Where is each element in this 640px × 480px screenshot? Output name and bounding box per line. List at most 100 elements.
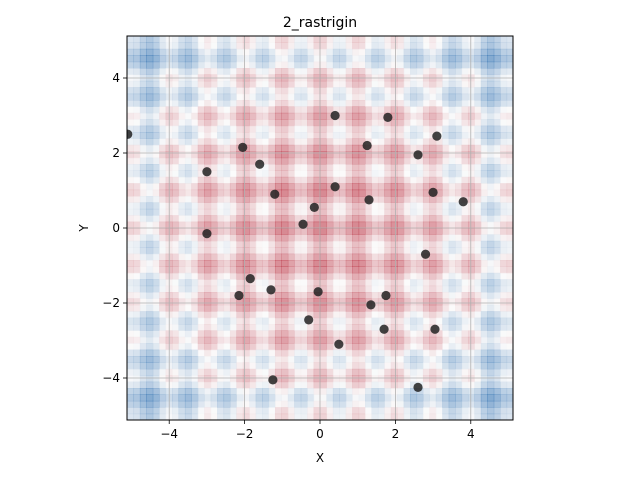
heatmap-cell [474,266,482,274]
heatmap-cell [403,304,411,312]
heatmap-cell [146,304,154,312]
heatmap-cell [358,272,366,280]
heatmap-cell [352,349,360,357]
heatmap-cell [352,234,360,242]
heatmap-cell [467,228,475,235]
heatmap-cell [384,202,392,210]
heatmap-cell [377,285,385,293]
heatmap-cell [127,362,135,370]
heatmap-cell [403,202,411,210]
heatmap-cell [146,125,154,133]
heatmap-cell [320,240,328,248]
heatmap-cell [287,356,295,363]
heatmap-cell [455,132,463,139]
heatmap-cell [229,189,237,197]
heatmap-cell [448,336,456,344]
heatmap-cell [416,394,424,402]
heatmap-cell [197,48,205,56]
heatmap-cell [294,164,302,171]
heatmap-cell [500,324,508,331]
heatmap-cell [493,208,501,216]
heatmap-cell [500,164,508,171]
heatmap-cell [403,324,411,331]
heatmap-cell [268,388,276,395]
heatmap-cell [422,112,430,120]
heatmap-cell [339,202,347,210]
heatmap-cell [435,119,443,127]
heatmap-cell [506,260,513,267]
heatmap-cell [416,125,424,133]
heatmap-cell [217,221,225,229]
heatmap-cell [416,196,424,203]
heatmap-cell [139,36,147,43]
heatmap-cell [184,87,192,95]
heatmap-cell [236,106,244,114]
heatmap-cell [467,292,475,299]
heatmap-cell [159,240,167,248]
heatmap-cell [500,343,508,351]
heatmap-cell [493,138,501,146]
heatmap-cell [480,234,488,242]
heatmap-cell [268,407,276,415]
heatmap-cell [287,272,295,280]
heatmap-cell [320,247,328,255]
heatmap-cell [326,407,334,415]
heatmap-cell [217,368,225,376]
heatmap-cell [500,125,508,133]
heatmap-cell [487,176,495,184]
heatmap-cell [493,112,501,120]
heatmap-cell [210,55,218,63]
heatmap-cell [461,138,469,146]
heatmap-cell [294,42,302,50]
heatmap-cell [371,55,379,63]
heatmap-cell [191,388,199,395]
heatmap-cell [320,304,328,312]
heatmap-cell [403,394,411,402]
heatmap-cell [139,247,147,255]
heatmap-cell [159,330,167,338]
heatmap-cell [146,164,154,171]
heatmap-cell [339,304,347,312]
heatmap-cell [313,330,321,338]
heatmap-cell [146,394,154,402]
heatmap-cell [159,42,167,50]
heatmap-cell [371,36,379,43]
heatmap-cell [255,266,263,274]
heatmap-cell [204,356,212,363]
heatmap-cell [223,55,231,63]
heatmap-cell [133,247,141,255]
heatmap-cell [320,228,328,235]
heatmap-cell [487,247,495,255]
heatmap-cell [307,324,315,331]
heatmap-cell [242,285,250,293]
heatmap-cell [416,356,424,363]
heatmap-cell [500,215,508,223]
heatmap-cell [320,196,328,203]
heatmap-cell [332,368,340,376]
heatmap-cell [474,189,482,197]
heatmap-cell [339,125,347,133]
heatmap-cell [127,343,135,351]
heatmap-cell [390,330,398,338]
heatmap-cell [403,260,411,267]
heatmap-cell [390,55,398,63]
heatmap-cell [139,304,147,312]
heatmap-cell [410,343,418,351]
heatmap-cell [229,400,237,408]
heatmap-cell [326,356,334,363]
heatmap-cell [184,183,192,191]
heatmap-cell [358,311,366,319]
heatmap-cell [262,80,270,88]
heatmap-cell [345,208,353,216]
heatmap-cell [371,176,379,184]
heatmap-cell [384,413,392,420]
heatmap-cell [139,106,147,114]
heatmap-cell [242,317,250,325]
heatmap-cell [461,208,469,216]
heatmap-cell [313,407,321,415]
heatmap-cell [461,234,469,242]
heatmap-cell [397,304,405,312]
heatmap-cell [429,368,437,376]
heatmap-cell [345,407,353,415]
scatter-point [245,274,255,284]
